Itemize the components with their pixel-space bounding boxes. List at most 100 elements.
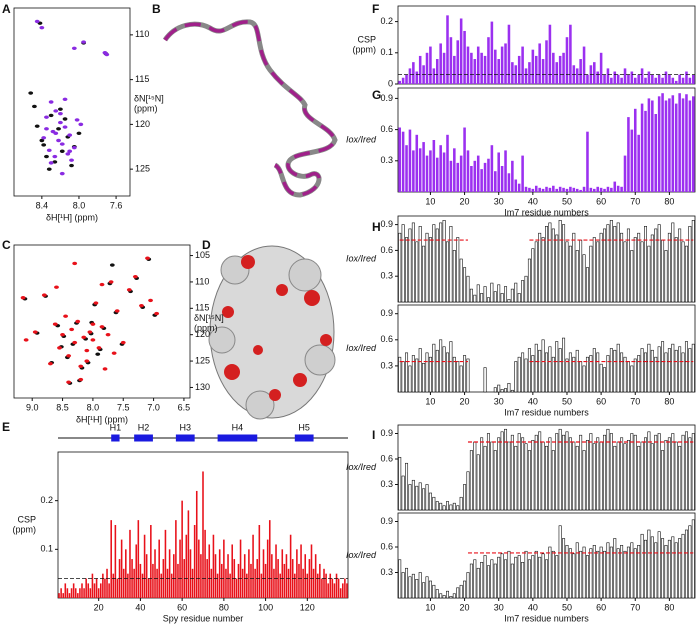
bar bbox=[493, 387, 497, 393]
peak bbox=[69, 163, 74, 168]
bar bbox=[418, 226, 422, 303]
bar bbox=[439, 593, 443, 599]
bar bbox=[545, 352, 548, 393]
peak bbox=[44, 115, 49, 119]
bar bbox=[654, 228, 658, 303]
y-tick-label: 120 bbox=[195, 329, 210, 339]
bar bbox=[610, 77, 613, 84]
bar bbox=[60, 588, 62, 598]
bar bbox=[463, 484, 467, 511]
x-tick-label: 30 bbox=[494, 196, 504, 206]
y-tick-label: 0.1 bbox=[40, 544, 53, 554]
peak bbox=[104, 52, 110, 57]
bar bbox=[439, 339, 443, 393]
plot-frame bbox=[397, 87, 696, 193]
bar bbox=[691, 519, 695, 599]
peak bbox=[44, 127, 49, 131]
x-tick-label: 7.6 bbox=[110, 200, 123, 210]
bar bbox=[456, 587, 460, 599]
bar bbox=[562, 538, 566, 599]
bar bbox=[456, 361, 460, 393]
bar bbox=[308, 559, 311, 598]
bar bbox=[504, 150, 507, 192]
x-tick-label: 80 bbox=[664, 602, 674, 612]
x-tick-label: 7.5 bbox=[117, 402, 130, 412]
bar bbox=[664, 100, 668, 192]
bar bbox=[538, 43, 541, 84]
surface-patch bbox=[304, 290, 320, 306]
bar bbox=[545, 226, 548, 303]
bar bbox=[592, 348, 596, 393]
bar bbox=[678, 93, 681, 192]
y-tick-label: 0.9 bbox=[380, 308, 393, 318]
surface-patch bbox=[276, 284, 288, 296]
bar bbox=[507, 299, 511, 303]
bar bbox=[671, 343, 675, 393]
y-tick-label: 0.6 bbox=[380, 541, 393, 551]
bar bbox=[135, 544, 138, 598]
bar bbox=[493, 563, 497, 599]
x-tick-label: 40 bbox=[528, 396, 538, 406]
bar bbox=[435, 228, 439, 303]
bar bbox=[432, 140, 436, 192]
bar bbox=[603, 434, 607, 511]
bar bbox=[398, 559, 402, 599]
peak bbox=[56, 127, 61, 131]
bar bbox=[647, 343, 651, 393]
bar bbox=[562, 224, 566, 303]
bar bbox=[470, 52, 473, 84]
bar bbox=[603, 228, 607, 303]
bar bbox=[633, 237, 637, 303]
bar bbox=[490, 282, 494, 303]
bar bbox=[650, 443, 654, 511]
bar bbox=[527, 559, 531, 599]
bar bbox=[661, 450, 665, 511]
bar bbox=[691, 220, 695, 303]
peak bbox=[34, 19, 40, 24]
peak bbox=[66, 380, 72, 384]
x-tick-label: 60 bbox=[177, 602, 187, 612]
peak bbox=[41, 293, 47, 297]
structure-ribbon bbox=[162, 19, 338, 198]
surface-bump bbox=[288, 258, 322, 292]
bar bbox=[575, 445, 579, 511]
bar bbox=[637, 355, 641, 393]
bar bbox=[661, 239, 665, 303]
y-tick-label: 110 bbox=[195, 276, 209, 286]
bar bbox=[599, 52, 603, 84]
bar bbox=[620, 544, 624, 599]
bar bbox=[510, 563, 514, 599]
bar bbox=[562, 337, 566, 393]
bar bbox=[654, 542, 658, 599]
bar bbox=[487, 37, 490, 84]
surface-patch bbox=[241, 255, 255, 269]
peak bbox=[62, 97, 68, 102]
bar bbox=[177, 563, 179, 598]
bar bbox=[106, 568, 108, 598]
bar bbox=[243, 554, 246, 598]
peak bbox=[81, 40, 86, 44]
bar bbox=[405, 145, 408, 192]
bar bbox=[97, 588, 100, 598]
bar bbox=[558, 55, 562, 84]
bar bbox=[620, 77, 623, 84]
peak bbox=[58, 120, 63, 125]
bar bbox=[129, 529, 131, 598]
bar bbox=[179, 539, 181, 598]
bar bbox=[688, 226, 692, 303]
bar bbox=[575, 349, 579, 393]
bar bbox=[264, 563, 267, 598]
bar bbox=[439, 222, 443, 303]
bar bbox=[606, 186, 610, 192]
y-axis-label: Iox/Ired bbox=[346, 462, 377, 472]
bar bbox=[552, 185, 555, 192]
peak bbox=[81, 335, 87, 340]
x-tick-label: 8.0 bbox=[87, 402, 100, 412]
bar bbox=[678, 346, 682, 393]
bar bbox=[258, 525, 261, 598]
bar bbox=[661, 538, 665, 599]
bar bbox=[466, 572, 470, 599]
bar bbox=[283, 563, 286, 598]
bar bbox=[657, 531, 661, 599]
bar bbox=[596, 550, 600, 599]
